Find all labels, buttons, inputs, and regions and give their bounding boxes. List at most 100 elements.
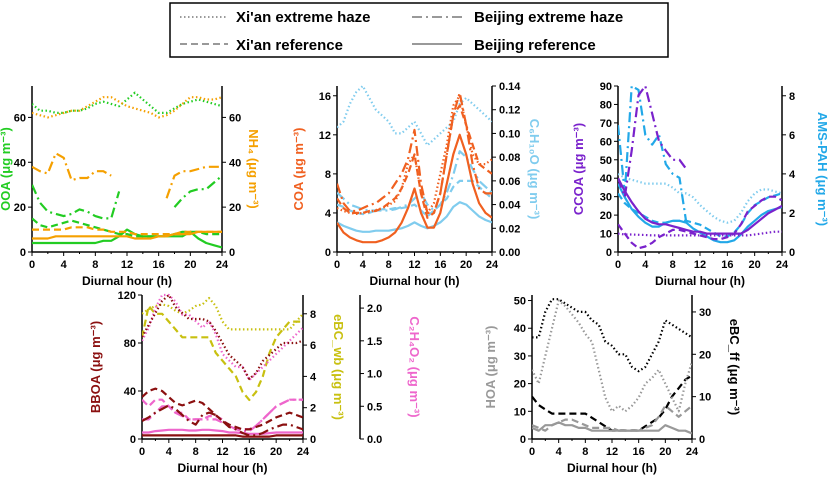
- series-line-dashdot: [173, 174, 222, 208]
- x-axis-label: Diurnal hour (h): [567, 461, 657, 475]
- left-y-tick-label: 40: [514, 323, 526, 335]
- right-y-tick-label: 30: [699, 307, 711, 319]
- left-y-tick-label: 30: [600, 192, 612, 204]
- right-y-axis-label: C₆H₁₀O (μg m⁻³): [527, 119, 542, 220]
- x-tick-label: 4: [556, 446, 563, 458]
- right-y-tick-label: 0.08: [499, 152, 520, 164]
- series-line-dashdot: [618, 84, 688, 198]
- right-y-tick-label: 20: [229, 202, 241, 214]
- left-y-tick-label: 16: [319, 91, 331, 103]
- right-y-tick-label: 0: [310, 434, 316, 446]
- right-y-tick-label: 10: [699, 392, 711, 404]
- x-tick-label: 8: [670, 259, 676, 271]
- left-y-axis-label: HOA (μg m⁻³): [483, 326, 498, 409]
- x-tick-label: 24: [776, 259, 789, 271]
- legend-label-xian-extreme: Xi'an extreme haze: [236, 9, 370, 26]
- left-y-tick-label: 20: [514, 379, 526, 391]
- left-y-tick-label: 40: [14, 157, 26, 169]
- series-line-dash: [32, 217, 222, 238]
- series-line-dashdot: [337, 91, 492, 214]
- x-tick-label: 12: [121, 259, 133, 271]
- right-y-axis-label: AMS-PAH (μg m⁻³): [815, 112, 830, 226]
- right-y-tick-label: 2: [789, 208, 795, 220]
- x-tick-label: 8: [92, 259, 98, 271]
- series-line-dash: [532, 374, 692, 432]
- series-line-dashdot: [142, 398, 303, 433]
- series-line-dash: [142, 387, 303, 431]
- series-line-solid: [32, 230, 222, 240]
- x-tick-label: 16: [243, 446, 255, 458]
- left-y-tick-label: 90: [600, 81, 612, 93]
- left-y-tick-label: 40: [124, 386, 136, 398]
- series-line-solid: [337, 201, 492, 233]
- x-tick-label: 0: [29, 259, 35, 271]
- x-axis-label: Diurnal hour (h): [370, 274, 460, 288]
- x-tick-label: 0: [334, 259, 340, 271]
- x-tick-label: 20: [184, 259, 196, 271]
- third-y-tick-label: 2.0: [367, 303, 382, 315]
- series-line-dashdot: [337, 150, 492, 212]
- x-tick-label: 20: [270, 446, 282, 458]
- x-tick-label: 0: [139, 446, 145, 458]
- x-tick-label: 24: [686, 446, 699, 458]
- legend-label-beijing-reference: Beijing reference: [474, 37, 596, 54]
- x-tick-label: 24: [297, 446, 310, 458]
- left-y-tick-label: 60: [14, 112, 26, 124]
- left-y-tick-label: 80: [124, 338, 136, 350]
- series-line-dot: [337, 94, 492, 215]
- x-axis-label: Diurnal hour (h): [178, 461, 268, 475]
- x-tick-label: 12: [408, 259, 420, 271]
- left-y-tick-label: 60: [600, 136, 612, 148]
- third-y-axis-label: C₂H₄O₂ (μg m⁻³): [407, 316, 422, 417]
- right-y-axis-label: NH₄ (μg m⁻³): [246, 129, 261, 209]
- legend: Xi'an extreme haze Xi'an reference Beiji…: [169, 2, 669, 58]
- series-line-dot: [142, 293, 303, 382]
- series-line-solid: [142, 428, 303, 435]
- right-y-tick-label: 0: [699, 434, 705, 446]
- series-line-dash: [618, 195, 782, 250]
- left-y-tick-label: 8: [325, 169, 331, 181]
- series-line-dashdot: [618, 84, 688, 223]
- series-line-solid: [532, 421, 692, 435]
- series-line-dashdot: [32, 152, 112, 182]
- left-y-tick-label: 20: [14, 202, 26, 214]
- x-axis-label: Diurnal hour (h): [655, 274, 745, 288]
- legend-label-xian-reference: Xi'an reference: [236, 37, 343, 54]
- x-tick-label: 4: [360, 259, 367, 271]
- series-line-solid: [337, 133, 492, 244]
- left-y-axis-label: CCOA (μg m⁻³): [571, 123, 586, 215]
- legend-box: [169, 2, 669, 58]
- left-y-tick-label: 0: [130, 434, 136, 446]
- left-y-axis-label: BBOA (μg m⁻³): [88, 321, 103, 413]
- panel-5: 0 4 8 12 16 20 24 Diurnal hour (h) 0 10 20 30 40 50 0 1…: [483, 295, 742, 475]
- x-tick-label: 16: [633, 446, 645, 458]
- series-line-dashdot: [165, 165, 222, 199]
- right-y-tick-label: 0.00: [499, 247, 520, 259]
- third-y-tick-label: 0.0: [367, 434, 382, 446]
- series-line-dot: [142, 297, 303, 331]
- series-line-dot: [618, 172, 782, 224]
- x-tick-label: 4: [166, 446, 173, 458]
- right-y-tick-label: 8: [310, 309, 316, 321]
- series-line-dash: [32, 226, 222, 236]
- series-line-dot: [618, 230, 782, 237]
- right-y-tick-label: 60: [229, 112, 241, 124]
- x-tick-label: 16: [434, 259, 446, 271]
- left-y-tick-label: 12: [319, 130, 331, 142]
- left-y-tick-label: 20: [600, 210, 612, 222]
- x-tick-label: 12: [606, 446, 618, 458]
- legend-label-beijing-extreme: Beijing extreme haze: [474, 9, 623, 26]
- x-tick-label: 24: [486, 259, 499, 271]
- series-line-solid: [142, 434, 303, 438]
- right-y-tick-label: 6: [310, 340, 316, 352]
- right-y-tick-label: 0: [789, 247, 795, 259]
- right-y-tick-label: 0.04: [499, 200, 521, 212]
- left-y-tick-label: 0: [20, 247, 26, 259]
- x-tick-label: 20: [460, 259, 472, 271]
- series-line-dashdot: [32, 184, 121, 220]
- x-tick-label: 20: [659, 446, 671, 458]
- left-y-tick-label: 70: [600, 118, 612, 130]
- left-y-tick-label: 40: [600, 173, 612, 185]
